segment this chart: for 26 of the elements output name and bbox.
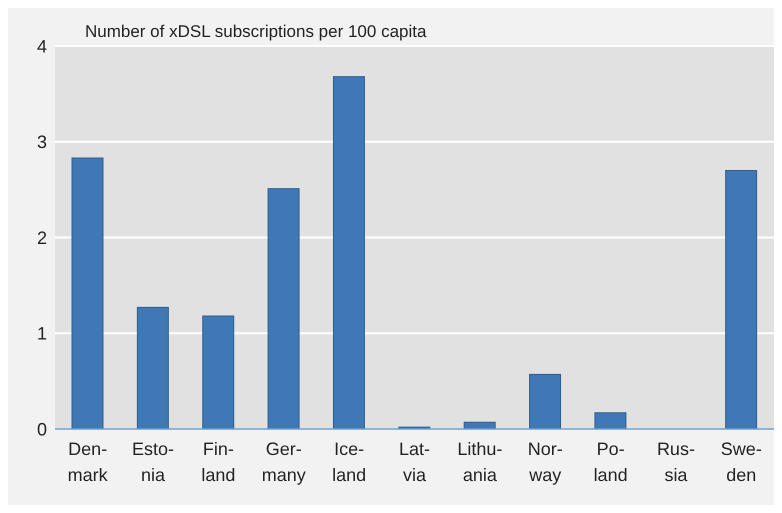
x-tick-label: Lat- via — [398, 439, 430, 485]
y-tick-label: 1 — [36, 324, 47, 344]
x-tick-label: Ice- land — [332, 439, 366, 485]
bar — [464, 422, 496, 429]
bar — [725, 170, 758, 429]
x-tick-label: Den- mark — [68, 439, 109, 485]
y-tick-label: 4 — [36, 36, 47, 56]
y-tick-label: 0 — [36, 419, 47, 440]
bar — [136, 306, 169, 429]
x-tick-label: Po- land — [594, 439, 628, 485]
y-tick-label: 3 — [36, 132, 47, 152]
x-tick-label: Fin- land — [201, 439, 236, 485]
x-tick-label: Esto- nia — [132, 439, 174, 485]
bar — [529, 374, 562, 429]
x-tick-label: Ger- many — [262, 439, 306, 485]
bar — [268, 188, 300, 429]
x-tick-label: Lithu- ania — [457, 439, 502, 485]
y-tick-label: 2 — [36, 228, 47, 248]
bar — [72, 158, 104, 429]
x-tick-label: Swe- den — [720, 439, 762, 485]
bar — [202, 316, 234, 429]
x-tick-label: Rus- sia — [656, 439, 695, 485]
x-tick-label: Nor- way — [528, 439, 563, 485]
chart-title: Number of xDSL subscriptions per 100 capita — [85, 22, 426, 42]
bar — [594, 412, 626, 429]
bar — [332, 76, 365, 429]
